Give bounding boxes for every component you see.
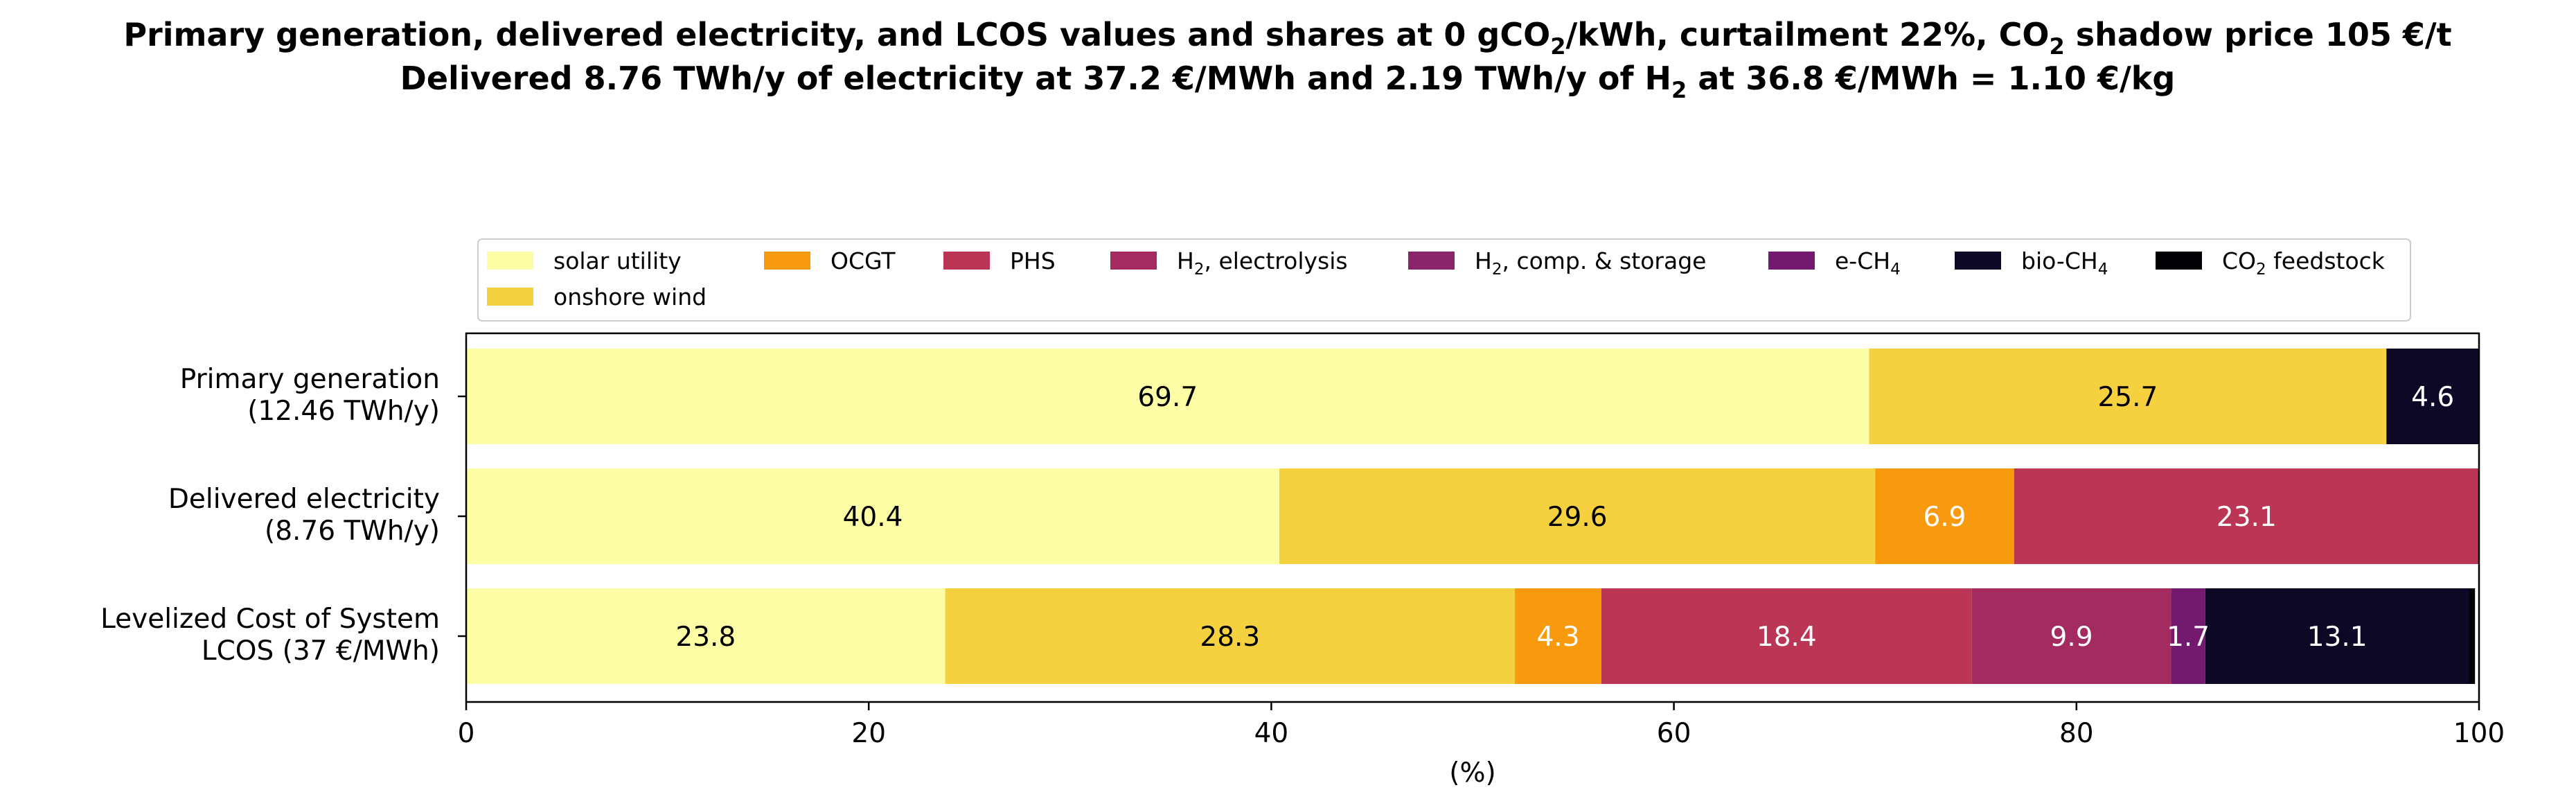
legend-swatch-9 <box>2156 252 2202 270</box>
bars <box>466 349 2479 684</box>
bar-segment-2-4 <box>2014 468 2479 564</box>
data-label-3-3: 4.3 <box>1536 622 1579 653</box>
legend-entry-9: CO2 feedstock <box>2222 247 2386 279</box>
title-line-1: Primary generation, delivered electricit… <box>123 16 2451 60</box>
bar-segment-2-1 <box>466 468 1280 564</box>
legend-swatch-2 <box>487 288 533 306</box>
data-label-3-5: 9.9 <box>2050 622 2093 653</box>
legend-entry-7: e-CH4 <box>1835 247 1901 279</box>
x-axis-label: (%) <box>1449 757 1496 789</box>
legend-swatch-1 <box>487 252 533 270</box>
data-label-2-1: 40.4 <box>843 502 903 533</box>
bar-segment-3-5 <box>1971 588 2171 684</box>
legend-entry-4: PHS <box>1010 247 1056 274</box>
bar-segment-2-2 <box>1279 468 1876 564</box>
axes: 0 20 40 60 80 100 (%) <box>458 332 2505 789</box>
legend-swatch-3 <box>764 252 810 270</box>
legend-swatch-6 <box>1408 252 1455 270</box>
legend: solar utility onshore wind OCGT PHS H2, elec… <box>477 238 2411 322</box>
data-labels: 69.7 25.7 4.6 40.4 29.6 6.9 23.1 23.8 28.3 4.3 18.… <box>675 382 2454 653</box>
legend-swatch-8 <box>1955 252 2001 270</box>
category-label-3-line-2: LCOS (37 €/MWh) <box>202 635 440 667</box>
legend-entry-8: bio-CH4 <box>2021 247 2108 279</box>
legend-entry-6: H2, comp. & storage <box>1475 247 1706 279</box>
category-label-2-line-2: (8.76 TWh/y) <box>265 516 440 547</box>
bar-segment-3-4 <box>1601 588 1972 684</box>
data-label-1-2: 25.7 <box>2097 382 2158 413</box>
bar-segment-3-9 <box>2469 588 2476 684</box>
data-label-3-8: 13.1 <box>2307 622 2368 653</box>
bar-segment-3-8 <box>2205 588 2469 684</box>
legend-swatch-4 <box>943 252 990 270</box>
category-label-1-line-1: Primary generation <box>180 364 440 395</box>
bar-segment-1-2 <box>1869 349 2387 444</box>
data-label-1-1: 69.7 <box>1137 382 1198 413</box>
data-label-1-8: 4.6 <box>2411 382 2454 413</box>
bar-segment-1-1 <box>466 349 1869 444</box>
bar-segment-3-3 <box>1515 588 1601 684</box>
data-label-3-7: 1.7 <box>2167 622 2210 653</box>
legend-swatch-5 <box>1110 252 1157 270</box>
x-tick-label-2: 20 <box>851 718 886 749</box>
x-tick-label-4: 60 <box>1657 718 1691 749</box>
bar-segment-1-8 <box>2386 349 2479 444</box>
data-label-3-4: 18.4 <box>1757 622 1817 653</box>
plot-frame <box>465 332 2480 703</box>
legend-frame <box>477 238 2411 322</box>
category-label-1-line-2: (12.46 TWh/y) <box>247 396 440 427</box>
bar-segment-3-7 <box>2171 588 2205 684</box>
x-tick-label-5: 80 <box>2059 718 2094 749</box>
x-tick-label-1: 0 <box>458 718 475 749</box>
data-label-3-2: 28.3 <box>1200 622 1260 653</box>
category-labels: Primary generation(12.46 TWh/y) Delivered… <box>100 364 466 667</box>
data-label-2-2: 29.6 <box>1547 502 1608 533</box>
legend-entry-3: OCGT <box>830 247 896 274</box>
category-label-3-line-1: Levelized Cost of System <box>100 604 440 635</box>
title-line-2: Delivered 8.76 TWh/y of electricity at 3… <box>400 60 2176 103</box>
data-label-2-3: 6.9 <box>1923 502 1966 533</box>
data-label-2-4: 23.1 <box>2217 502 2277 533</box>
chart-title: Primary generation, delivered electricit… <box>123 16 2451 103</box>
bar-segment-3-2 <box>945 588 1516 684</box>
legend-entry-5: H2, electrolysis <box>1177 247 1348 279</box>
bar-segment-2-3 <box>1875 468 2014 564</box>
legend-entry-2: onshore wind <box>553 283 707 310</box>
legend-entry-1: solar utility <box>553 247 682 274</box>
x-tick-label-3: 40 <box>1254 718 1289 749</box>
bar-segment-3-1 <box>466 588 945 684</box>
category-label-2-line-1: Delivered electricity <box>168 484 440 515</box>
data-label-3-1: 23.8 <box>675 622 736 653</box>
x-tick-label-6: 100 <box>2453 718 2505 749</box>
legend-swatch-7 <box>1768 252 1815 270</box>
